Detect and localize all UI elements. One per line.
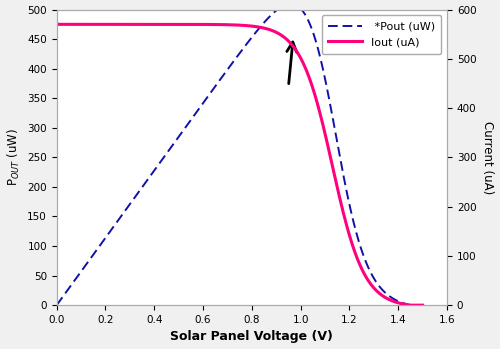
- Iout (uA): [420, 303, 426, 307]
- Line:  *Pout (uW): *Pout (uW): [56, 4, 422, 305]
- X-axis label: Solar Panel Voltage (V): Solar Panel Voltage (V): [170, 331, 334, 343]
-  *Pout (uW): [409, 303, 415, 307]
- Y-axis label: Current (uA): Current (uA): [482, 121, 494, 194]
- Iout (uA): [232, 23, 237, 27]
- Legend:  *Pout (uW), Iout (uA): *Pout (uW), Iout (uA): [322, 15, 442, 54]
-  *Pout (uW): [72, 277, 78, 281]
-  *Pout (uW): [409, 303, 415, 307]
-  *Pout (uW): [420, 303, 426, 307]
- Iout (uA): [409, 303, 415, 307]
- Iout (uA): [409, 303, 415, 307]
-  *Pout (uW): [232, 58, 237, 62]
-  *Pout (uW): [222, 71, 228, 75]
-  *Pout (uW): [288, 2, 294, 6]
- Line: Iout (uA): Iout (uA): [56, 24, 422, 305]
-  *Pout (uW): [54, 303, 60, 307]
- Y-axis label: P$_{OUT}$ (uW): P$_{OUT}$ (uW): [6, 128, 22, 186]
- Iout (uA): [72, 22, 78, 27]
-  *Pout (uW): [342, 181, 348, 186]
- Iout (uA): [54, 22, 60, 27]
- Iout (uA): [222, 23, 228, 27]
- Iout (uA): [408, 303, 414, 307]
- Iout (uA): [342, 217, 348, 221]
